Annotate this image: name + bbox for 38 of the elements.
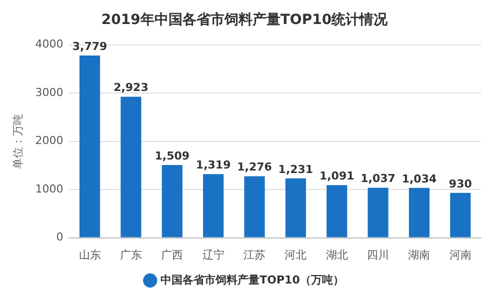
x-tick-label: 河北 [284,248,307,262]
x-tick-label: 湖南 [408,248,430,262]
x-tick-label: 江苏 [244,248,266,262]
bar [285,178,306,238]
data-label: 3,779 [72,40,108,53]
bar [120,96,142,238]
data-label: 2,923 [114,81,148,94]
data-label: 1,034 [402,172,437,186]
bar [450,192,471,238]
bar [408,188,430,238]
data-label: 930 [448,177,472,190]
x-tick-label: 辽宁 [202,248,224,262]
bar [203,174,224,238]
x-tick-label: 广东 [120,248,142,262]
bar [244,176,265,238]
y-tick-label: 4000 [35,38,64,51]
x-tick-label: 湖北 [326,248,348,262]
data-label: 1,231 [278,162,314,176]
data-label: 1,509 [154,149,190,162]
data-label: 1,091 [319,170,354,183]
bar [326,185,348,238]
y-axis-title: 单位：万吨 [11,114,24,169]
y-tick-label: 1000 [35,182,64,196]
x-tick-label: 广西 [161,248,184,262]
bar [162,164,182,238]
chart-title: 2019年中国各省市饲料产量TOP10统计情况 [101,11,389,28]
legend-label: 中国各省市饲料产量TOP10（万吨） [160,273,344,286]
x-tick-label: 山东 [78,248,101,262]
bar [79,55,100,238]
y-tick-label: 0 [56,230,64,244]
data-label: 1,037 [360,172,396,186]
x-tick-label: 四川 [367,248,390,262]
y-tick-label: 3000 [35,86,64,99]
bar [368,188,388,238]
y-tick-label: 2000 [35,134,64,148]
data-label: 1,319 [196,158,231,172]
x-tick-label: 河南 [449,248,472,262]
data-label: 1,276 [237,160,272,174]
